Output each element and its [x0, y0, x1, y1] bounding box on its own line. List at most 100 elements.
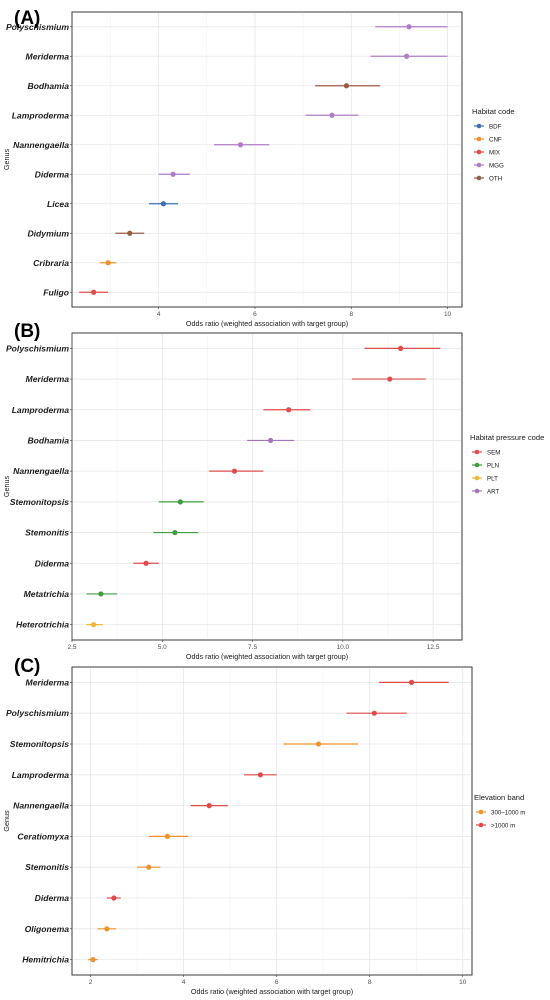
panel-1: Polyschismium Meriderma Bodhamia Lamproderm…: [2, 8, 515, 328]
genus-label: Heterotrichia: [16, 620, 69, 630]
plot-border: [71, 666, 473, 976]
legend: Elevation band 300–1000 m >1000 m: [474, 793, 525, 829]
genus-label: Meriderma: [26, 51, 70, 61]
x-tick-label: 8: [368, 979, 372, 986]
genus-label: Polyschismium: [6, 22, 69, 32]
legend-key-dot: [474, 488, 480, 494]
x-tick-label: 4: [157, 311, 161, 318]
x-tick-label: 7.5: [248, 644, 257, 651]
x-tick-label: 6: [275, 979, 279, 986]
legend-label: BDF: [489, 123, 502, 130]
legend: Habitat pressure code SEM PLN PLT ART: [470, 433, 544, 495]
legend-title: Habitat code: [472, 107, 515, 116]
genus-label: Stemonitopsis: [10, 739, 69, 749]
legend-label: PLN: [487, 462, 499, 469]
x-tick-label: 10: [459, 979, 467, 986]
legend-title: Habitat pressure code: [470, 433, 544, 442]
point-nannengaella: [231, 468, 238, 474]
point-hemitrichia: [90, 957, 96, 963]
legend-key-dot: [474, 475, 480, 481]
genus-label: Polyschismium: [6, 708, 69, 718]
genus-label: Hemitrichia: [22, 955, 69, 965]
legend-label: MGG: [489, 162, 504, 169]
legend-label: >1000 m: [491, 822, 515, 829]
legend-key-dot: [476, 162, 482, 168]
legend-key-dot: [476, 136, 482, 142]
point-diderma: [143, 560, 149, 566]
genus-label: Ceratiomyxa: [17, 831, 69, 841]
x-tick-label: 5.0: [158, 644, 167, 651]
legend-label: MIX: [489, 149, 500, 156]
legend-label: SEM: [487, 449, 500, 456]
point-polyschismium: [371, 710, 377, 716]
genus-label: Lamproderma: [12, 110, 70, 120]
genus-label: Meriderma: [26, 677, 70, 687]
x-tick-label: 10: [444, 311, 452, 318]
point-ceratiomyxa: [164, 833, 170, 840]
x-tick-label: 4: [182, 979, 186, 986]
point-nannengaella: [206, 803, 212, 809]
genus-label: Oligonema: [25, 924, 70, 934]
x-axis-title: Odds ratio (weighted association with ta…: [186, 652, 348, 661]
legend-label: CNF: [489, 136, 502, 143]
point-polyschismium: [398, 345, 404, 351]
legend-key-dot: [478, 809, 484, 815]
legend-label: OTH: [489, 175, 502, 182]
plot-border: [71, 332, 463, 641]
legend-key-dot: [476, 149, 482, 155]
genus-label: Diderma: [35, 558, 70, 568]
x-tick-label: 12.5: [427, 644, 440, 651]
panel-label: (C): [14, 656, 40, 677]
point-meriderma: [387, 376, 393, 382]
point-stemonitopsis: [177, 499, 183, 505]
point-metatrichia: [98, 591, 104, 597]
point-bodhamia: [343, 83, 350, 89]
point-licea: [160, 201, 167, 207]
x-tick-label: 2: [89, 979, 93, 986]
genus-label: Cribraria: [33, 258, 69, 268]
genus-label: Bodhamia: [27, 81, 69, 91]
plot-border: [71, 11, 463, 308]
legend-key-dot: [478, 822, 484, 828]
legend-key-dot: [474, 449, 480, 455]
point-stemonitis: [172, 529, 178, 536]
genus-label: Lamproderma: [12, 770, 70, 780]
point-stemonitis: [146, 864, 152, 870]
legend-label: 300–1000 m: [491, 809, 525, 816]
point-meriderma: [404, 53, 410, 59]
x-tick-label: 2.5: [67, 644, 76, 651]
point-oligonema: [104, 926, 110, 932]
point-diderma: [170, 171, 176, 177]
legend-key-dot: [474, 462, 480, 468]
panel-label: (B): [14, 321, 40, 342]
legend-title: Elevation band: [474, 793, 524, 802]
point-lamproderma: [257, 772, 263, 778]
legend: Habitat code BDF CNF MIX MGG OTH: [472, 107, 515, 182]
y-axis-title: Genus: [2, 149, 11, 171]
genus-label: Licea: [47, 199, 69, 209]
point-heterotrichia: [91, 622, 97, 628]
panel-3: Meriderma Polyschismium Stemonitopsis Lampr…: [2, 656, 525, 996]
point-stemonitopsis: [315, 741, 322, 747]
y-axis-title: Genus: [2, 476, 11, 498]
panel-label: (A): [14, 8, 40, 29]
genus-label: Stemonitis: [25, 862, 69, 872]
plot-area: [71, 332, 463, 641]
point-nannengaella: [237, 142, 244, 148]
x-tick-label: 8: [349, 311, 353, 318]
genus-label: Nannengaella: [13, 466, 69, 476]
legend-label: ART: [487, 488, 499, 495]
genus-label: Metatrichia: [24, 589, 70, 599]
point-didymium: [127, 230, 133, 236]
genus-label: Nannengaella: [13, 140, 69, 150]
genus-label: Meriderma: [26, 374, 70, 384]
genus-label: Bodhamia: [27, 435, 69, 445]
point-bodhamia: [268, 437, 274, 444]
genus-label: Fuligo: [43, 287, 69, 297]
point-lamproderma: [329, 112, 335, 118]
legend-key-dot: [476, 175, 482, 181]
x-tick-label: 6: [253, 311, 257, 318]
genus-label: Stemonitopsis: [10, 497, 69, 507]
plot-area: [71, 666, 473, 976]
